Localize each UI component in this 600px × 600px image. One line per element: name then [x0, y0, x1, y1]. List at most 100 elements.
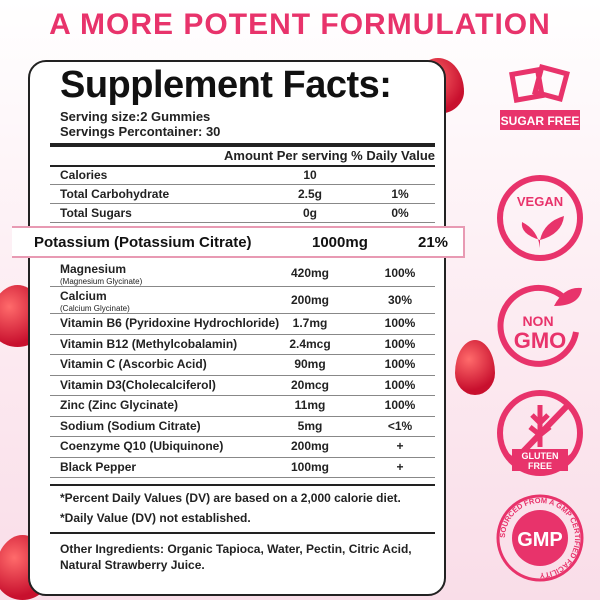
nutrient-amount: 200mg: [290, 293, 330, 307]
column-header: Amount Per serving % Daily Value: [224, 148, 435, 163]
nutrient-source: (Magnesium Glycinate): [60, 277, 143, 286]
nutrient-row: Calcium (Calcium Glycinate) 200mg 30%: [60, 289, 435, 313]
label-title: Supplement Facts:: [60, 64, 392, 106]
divider: [50, 532, 435, 534]
highlight-row-potassium: Potassium (Potassium Citrate) 1000mg 21%: [12, 226, 465, 258]
headline: A MORE POTENT FORMULATION: [49, 8, 551, 41]
nutrient-amount: 11mg: [294, 398, 326, 412]
svg-text:GMO: GMO: [514, 328, 567, 353]
svg-text:GLUTEN: GLUTEN: [522, 451, 559, 461]
nutrient-dv: 100%: [384, 316, 416, 330]
nutrient-name: Vitamin C (Ascorbic Acid): [60, 357, 207, 371]
divider: [50, 286, 435, 287]
nutrient-name: Total Sugars: [60, 206, 132, 220]
badge-label: SUGAR FREE: [501, 114, 580, 128]
nutrient-name: Zinc (Zinc Glycinate): [60, 398, 179, 412]
badge-gmp: SOURCED FROM A GMP CERTIFIED FACILITY GMP: [492, 490, 588, 586]
badge-label: VEGAN: [517, 194, 563, 209]
nutrient-dv: 1%: [391, 187, 409, 201]
badge-sugar-free: SUGAR FREE: [492, 62, 588, 158]
nutrient-row: Total Sugars 0g 0%: [60, 206, 435, 226]
nutrient-amount: 1000mg: [312, 234, 368, 251]
nutrient-dv: 100%: [384, 336, 416, 351]
nutrient-source: (Calcium Glycinate): [60, 304, 130, 313]
nutrient-dv: +: [396, 459, 404, 474]
nutrient-name: Magnesium (Magnesium Glycinate): [60, 262, 143, 286]
nutrient-amount: 1.7mg: [292, 316, 328, 330]
nutrient-dv: 100%: [384, 377, 416, 392]
divider: [50, 333, 435, 335]
nutrient-dv: 100%: [384, 266, 416, 280]
divider: [50, 165, 435, 167]
nutrient-amount: 200mg: [290, 439, 330, 453]
nutrient-name: Total Carbohydrate: [60, 187, 170, 201]
supplement-facts-label: [28, 60, 446, 596]
nutrient-row: Coenzyme Q10 (Ubiquinone) 200mg +: [60, 439, 435, 459]
svg-text:NON: NON: [522, 313, 553, 329]
nutrient-amount: 2.5g: [297, 187, 322, 201]
divider: [50, 184, 435, 185]
nutrient-name: Sodium (Sodium Citrate): [60, 418, 201, 433]
nutrient-row: Total Carbohydrate 2.5g 1%: [60, 187, 435, 207]
nutrient-dv: 30%: [387, 293, 413, 307]
nutrient-name: Black Pepper: [60, 459, 137, 474]
nutrient-dv: <1%: [387, 418, 413, 433]
nutrient-dv: +: [396, 439, 404, 453]
divider: [50, 395, 435, 396]
divider: [50, 477, 435, 478]
leaf-icon: NONGMONON GMO: [497, 284, 582, 367]
nutrient-row: Vitamin C (Ascorbic Acid) 90mg 100%: [60, 357, 435, 377]
nutrient-row: Vitamin B6 (Pyridoxine Hydrochloride) 1.7…: [60, 316, 435, 336]
divider: [50, 313, 435, 314]
divider: [50, 354, 435, 355]
divider: [50, 436, 435, 437]
badge-gluten-free: GLUTENFREEGLUTEN FREE: [492, 385, 588, 481]
nutrient-name: Calcium (Calcium Glycinate): [60, 289, 130, 313]
ingredients: Other Ingredients: Organic Tapioca, Wate…: [60, 542, 412, 556]
divider: [50, 415, 435, 417]
badge-non-gmo: NONGMONON GMO: [492, 280, 588, 376]
strawberry-image: [455, 340, 495, 395]
nutrient-dv: 0%: [391, 206, 409, 220]
nutrient-dv: 100%: [384, 357, 416, 371]
footnote: *Percent Daily Values (DV) are based on …: [60, 491, 401, 505]
nutrient-dv: 21%: [418, 234, 449, 251]
nutrient-name: Calories: [60, 168, 108, 182]
nutrient-name: Vitamin B6 (Pyridoxine Hydrochloride): [60, 316, 280, 330]
svg-text:FREE: FREE: [528, 461, 552, 471]
nutrient-row: Calories 10: [60, 168, 435, 188]
nutrient-name: Coenzyme Q10 (Ubiquinone): [60, 439, 224, 453]
leaf-icon: VEGAN: [497, 175, 583, 261]
divider: [50, 374, 435, 376]
nutrient-row: Zinc (Zinc Glycinate) 11mg 100%: [60, 398, 435, 418]
divider: [50, 222, 435, 223]
nutrient-name: Vitamin B12 (Methylcobalamin): [60, 336, 238, 351]
nutrient-amount: 90mg: [294, 357, 326, 371]
divider: [50, 456, 435, 458]
nutrient-name: Potassium (Potassium Citrate): [34, 234, 252, 251]
badge-vegan: VEGAN: [492, 170, 588, 266]
nutrient-row: Vitamin D3(Cholecalciferol) 20mcg 100%: [60, 378, 435, 398]
sugar-cubes-icon: SUGAR FREE: [500, 64, 580, 130]
nutrient-amount: 5mg: [297, 418, 323, 433]
nutrient-amount: 100mg: [290, 459, 330, 474]
footnote: *Daily Value (DV) not established.: [60, 511, 251, 525]
nutrient-row: Vitamin B12 (Methylcobalamin) 2.4mcg 100%: [60, 337, 435, 357]
nutrient-amount: 20mcg: [290, 377, 330, 392]
nutrient-row: Magnesium (Magnesium Glycinate) 420mg 100%: [60, 262, 435, 286]
divider: [50, 143, 435, 147]
nutrient-amount: 420mg: [290, 266, 330, 280]
ingredients: Natural Strawberry Juice.: [60, 558, 205, 572]
divider: [50, 203, 435, 204]
servings-per-container: Servings Percontainer: 30: [60, 124, 221, 139]
wheat-crossed-icon: GLUTENFREEGLUTEN FREE: [497, 390, 583, 476]
nutrient-amount: 10: [303, 168, 317, 182]
nutrient-row: Sodium (Sodium Citrate) 5mg <1%: [60, 419, 435, 439]
serving-size: Serving size:2 Gummies: [60, 109, 211, 124]
nutrient-dv: 100%: [384, 398, 416, 412]
divider: [50, 484, 435, 486]
nutrient-name: Vitamin D3(Cholecalciferol): [60, 377, 216, 392]
nutrient-amount: 2.4mcg: [289, 336, 331, 351]
nutrient-row: Black Pepper 100mg +: [60, 460, 435, 480]
